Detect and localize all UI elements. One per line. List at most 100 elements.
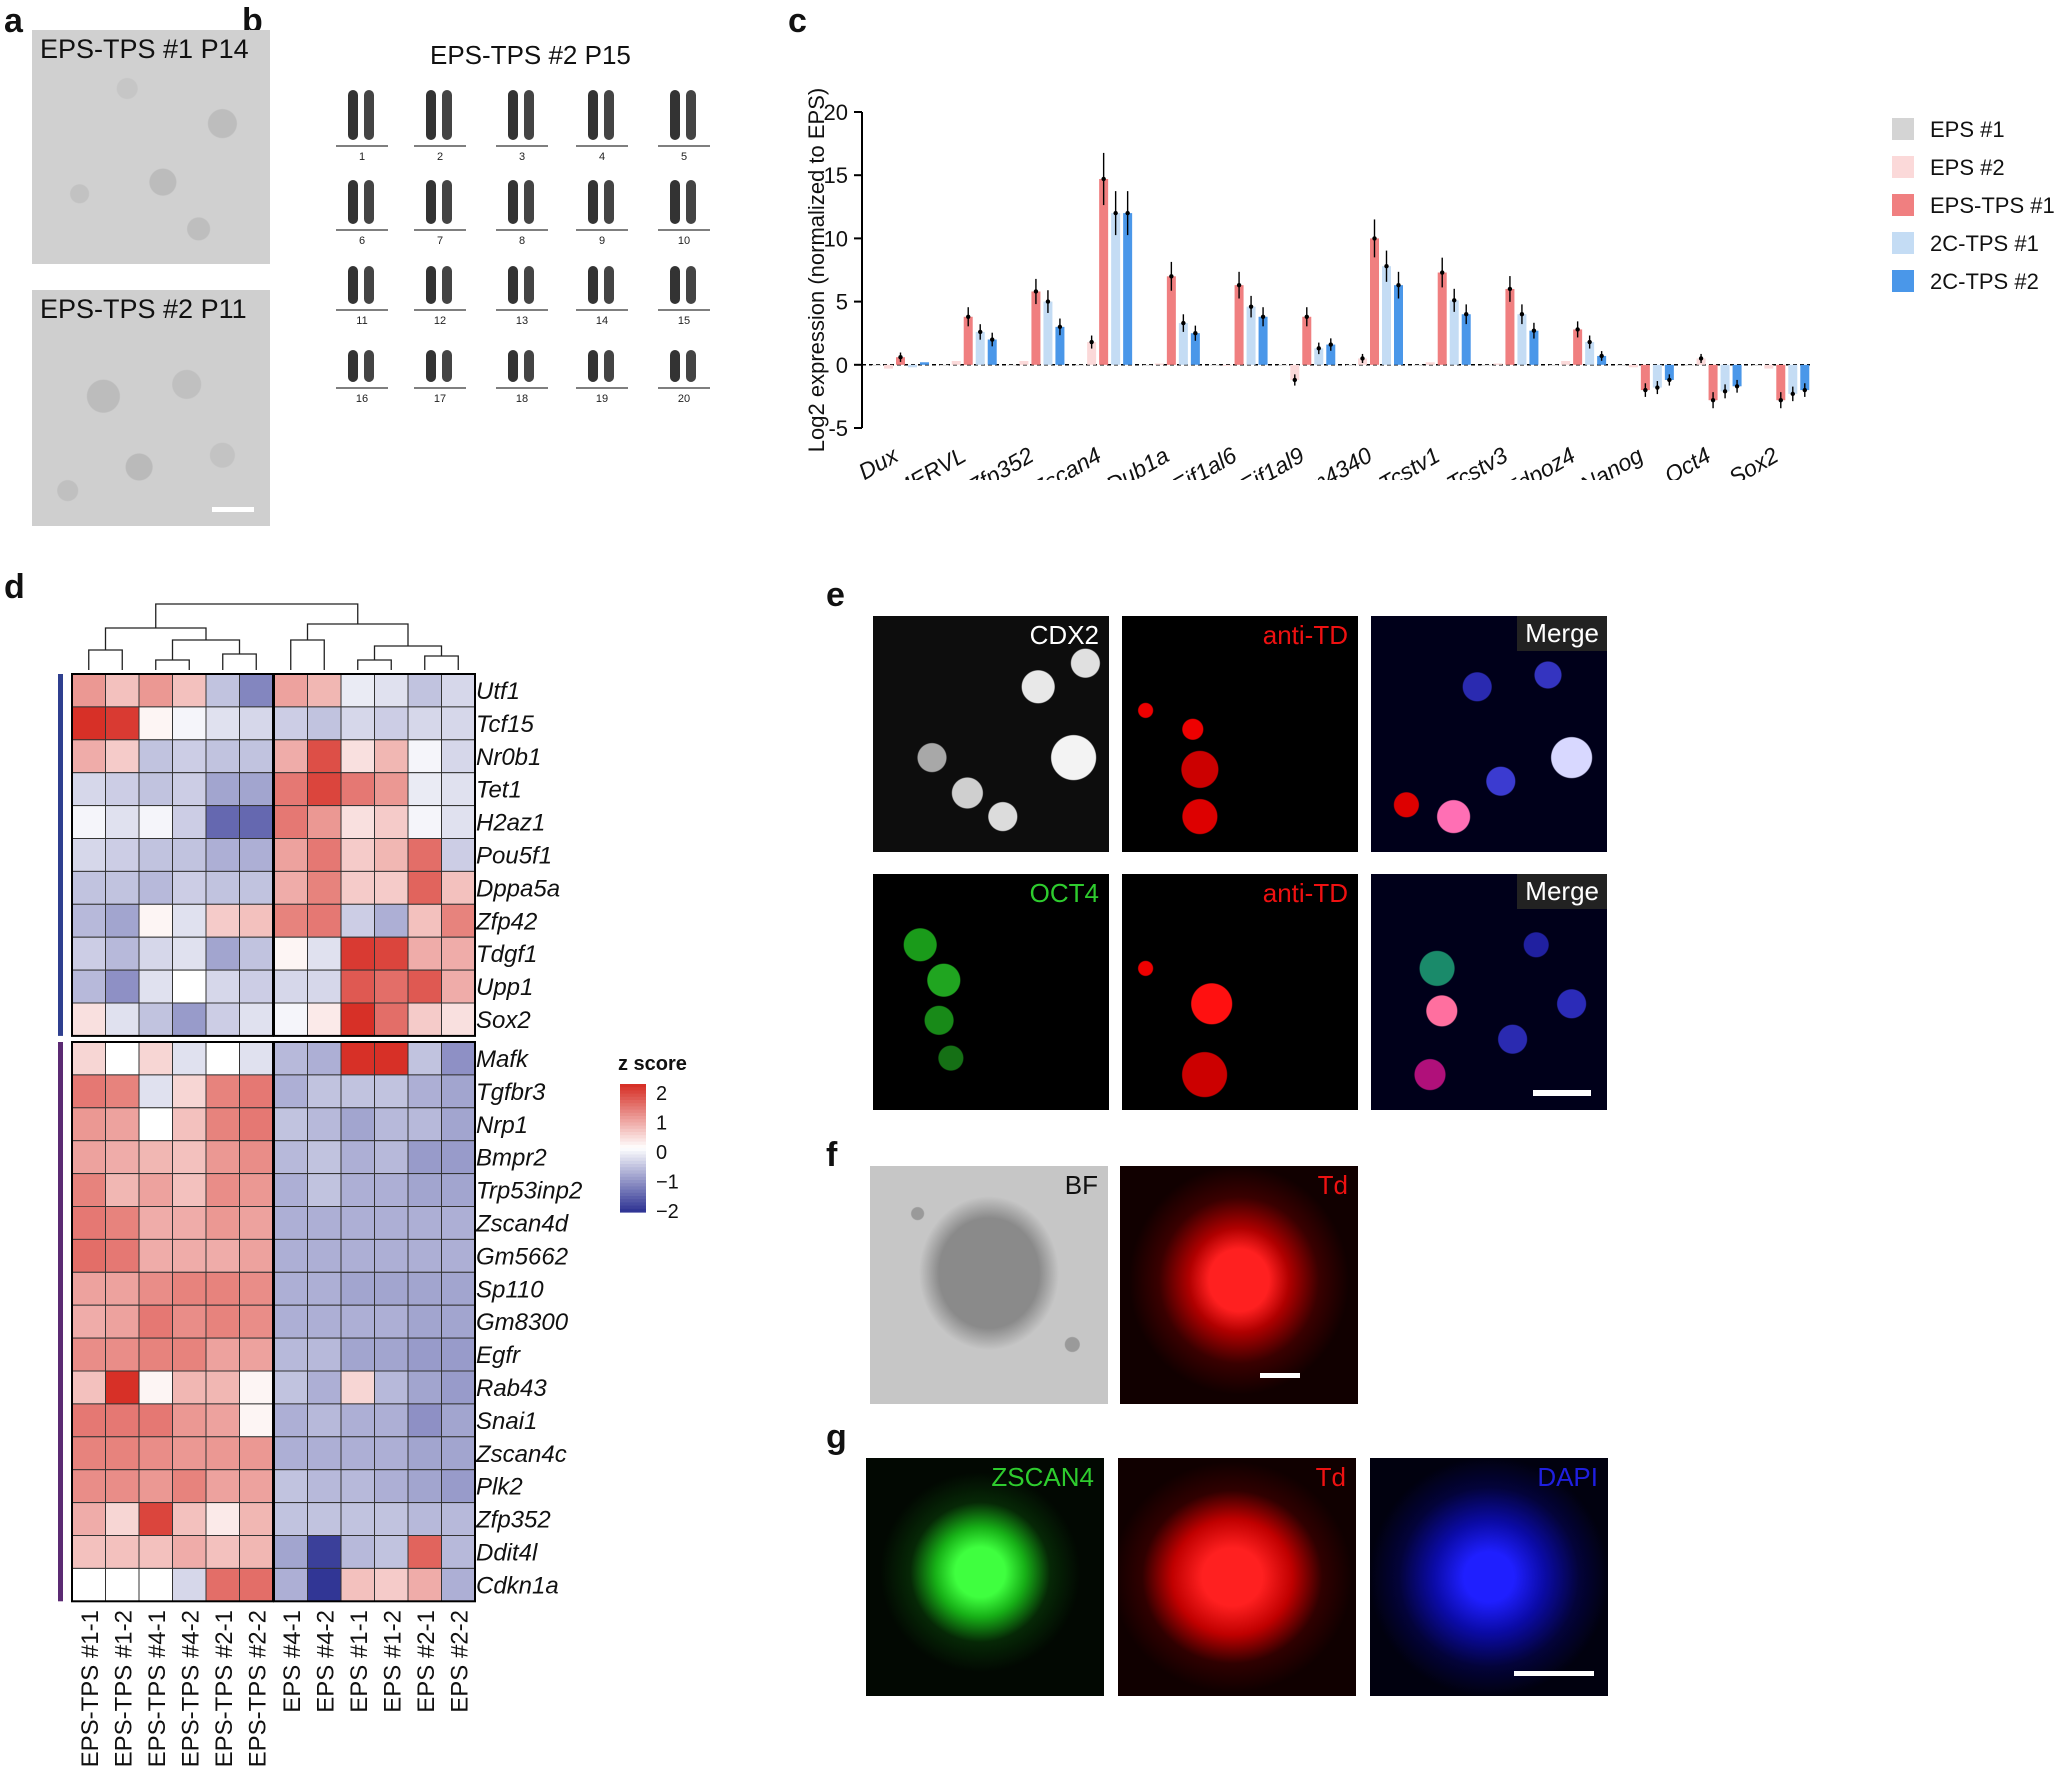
- heatmap-cell: [172, 706, 207, 741]
- legend-tick-label: −1: [656, 1172, 679, 1194]
- heatmap-cell: [407, 1502, 442, 1536]
- heatmap-cell: [340, 1567, 375, 1602]
- heatmap-cell: [205, 1436, 240, 1471]
- heatmap-cell: [441, 1107, 476, 1142]
- heatmap-cell: [105, 1074, 140, 1109]
- heatmap-cell: [441, 903, 476, 938]
- chromatid: [364, 90, 374, 140]
- heatmap-cell: [307, 805, 342, 840]
- heatmap-cell: [205, 936, 240, 971]
- heatmap-cell: [273, 1173, 308, 1207]
- heatmap-cell: [273, 1370, 308, 1405]
- heatmap-cell: [374, 1337, 409, 1372]
- chromosome-number: 18: [516, 393, 528, 405]
- heatmap-cell: [340, 870, 375, 905]
- heatmap-cell: [307, 1469, 342, 1504]
- heatmap-cell: [307, 772, 342, 807]
- legend-color-step: [620, 1103, 646, 1107]
- row-label: Dppa5a: [476, 875, 560, 902]
- heatmap-cell: [441, 1469, 476, 1504]
- scale-bar: [1260, 1373, 1300, 1378]
- y-tick-label: 20: [824, 100, 848, 125]
- chromosome-number: 13: [516, 315, 528, 327]
- heatmap-cell: [71, 1074, 106, 1109]
- heatmap-cell: [205, 1140, 240, 1175]
- heatmap-cell: [205, 969, 240, 1004]
- bar: [1346, 364, 1355, 366]
- bar: [1437, 272, 1447, 365]
- column-label: EPS-TPS #4-2: [177, 1610, 204, 1767]
- chromosome-pair: 11: [336, 266, 388, 327]
- bar: [1222, 364, 1232, 366]
- zscan4-image: ZSCAN4: [866, 1458, 1104, 1696]
- heatmap-cell: [138, 1140, 173, 1175]
- data-point: [1802, 387, 1807, 393]
- image-label: EPS-TPS #2 P11: [40, 294, 247, 324]
- legend-color-step: [620, 1151, 646, 1155]
- heatmap-cell: [407, 870, 442, 905]
- row-label: Zfp352: [475, 1507, 551, 1534]
- bar: [1640, 364, 1650, 391]
- chromosome-number: 11: [356, 315, 367, 327]
- heatmap-cell: [138, 772, 173, 807]
- column-label: EPS-TPS #2-1: [211, 1610, 238, 1767]
- heatmap-cell: [239, 1337, 274, 1372]
- heatmap-cell: [374, 739, 409, 774]
- chromatid: [604, 350, 614, 382]
- data-point: [1328, 342, 1333, 347]
- cdx2-image: CDX2: [873, 616, 1109, 852]
- row-label: Upp1: [476, 974, 533, 1001]
- chromatid: [686, 90, 696, 140]
- chromatid: [364, 266, 374, 304]
- heatmap-cell: [71, 1002, 106, 1037]
- row-label: H2az1: [476, 810, 545, 837]
- x-tick-label: Eif1al6: [1167, 442, 1241, 480]
- data-point: [1396, 282, 1401, 288]
- bar: [1007, 364, 1017, 366]
- heatmap-cell: [71, 1271, 106, 1306]
- chromosome-number: 19: [596, 393, 608, 405]
- channel-label: Merge: [1517, 616, 1607, 651]
- bar: [1019, 361, 1029, 365]
- data-point: [1667, 377, 1672, 383]
- heatmap-cell: [105, 1502, 140, 1536]
- karyotype-title: EPS-TPS #2 P15: [430, 40, 631, 70]
- legend-color-step: [620, 1164, 646, 1168]
- y-tick-label: 0: [836, 353, 848, 378]
- heatmap-cell: [273, 1403, 308, 1438]
- heatmap-cell: [105, 1271, 140, 1306]
- heatmap-cell: [105, 673, 140, 708]
- heatmap-cell: [407, 1567, 442, 1602]
- panel-label-e: e: [826, 576, 845, 614]
- panel-label-c: c: [788, 2, 807, 40]
- legend-color-step: [620, 1084, 646, 1088]
- x-tick-label: Zscan4: [1026, 442, 1105, 480]
- chromatid: [588, 180, 598, 224]
- heatmap-cell: [407, 838, 442, 872]
- bar: [1258, 316, 1268, 365]
- heatmap-cell: [307, 1074, 342, 1109]
- heatmap-cell: [441, 772, 476, 807]
- data-point: [1790, 391, 1795, 397]
- chromatid: [348, 90, 358, 140]
- heatmap-cell: [340, 805, 375, 840]
- legend-tick-label: −2: [656, 1201, 679, 1223]
- legend-swatch: [1892, 156, 1914, 178]
- heatmap-cell: [71, 936, 106, 971]
- chromosome-pair: 1: [336, 90, 388, 163]
- bar: [1290, 364, 1300, 380]
- data-point: [978, 329, 983, 335]
- heatmap-cell: [407, 903, 442, 938]
- heatmap-cell: [71, 1370, 106, 1405]
- bar: [1529, 330, 1539, 365]
- heatmap-cell: [239, 1535, 274, 1569]
- row-label: Cdkn1a: [476, 1572, 559, 1599]
- heatmap-cell: [441, 1002, 476, 1037]
- heatmap-cell: [172, 1403, 207, 1438]
- heatmap-cell: [71, 1436, 106, 1471]
- legend-tick-label: 1: [656, 1113, 667, 1135]
- heatmap-cell: [441, 1436, 476, 1471]
- legend-color-step: [620, 1109, 646, 1114]
- brightfield-image-1: EPS-TPS #1 P14: [32, 30, 270, 264]
